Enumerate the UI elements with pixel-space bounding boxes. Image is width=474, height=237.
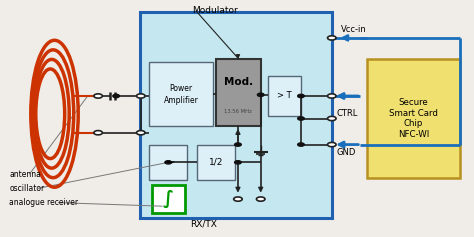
Text: Mod.: Mod. [224,77,253,87]
Bar [149,62,213,126]
Circle shape [234,197,242,201]
Circle shape [94,131,102,135]
Text: antenna: antenna [9,170,41,179]
Bar [197,145,235,180]
Circle shape [328,36,336,40]
Text: analogue receiver: analogue receiver [9,198,79,207]
Text: Modulator: Modulator [192,6,238,15]
Bar [268,76,301,116]
Text: CTRL: CTRL [337,109,358,118]
Text: oscillator: oscillator [9,184,45,193]
Bar [140,12,332,218]
Circle shape [256,197,265,201]
Circle shape [165,161,172,164]
Circle shape [328,116,336,121]
Text: GND: GND [337,148,356,157]
Text: 1/2: 1/2 [209,158,223,167]
Bar [367,59,460,178]
Circle shape [235,161,241,164]
Text: Amplifier: Amplifier [164,96,199,105]
Text: Power: Power [170,84,193,93]
Circle shape [113,94,119,98]
Text: ∫: ∫ [163,190,174,208]
Text: ~: ~ [162,155,174,170]
Text: Vcc-in: Vcc-in [341,25,367,34]
Circle shape [235,143,241,146]
Circle shape [298,117,304,120]
Circle shape [298,94,304,98]
Circle shape [94,94,102,98]
Text: RX/TX: RX/TX [191,220,217,229]
Text: > T: > T [277,91,292,100]
Bar [216,59,261,126]
Circle shape [328,94,336,98]
Circle shape [298,143,304,146]
Circle shape [137,131,145,135]
Circle shape [328,142,336,147]
Circle shape [257,93,264,96]
Text: Secure
Smart Card
Chip
NFC-WI: Secure Smart Card Chip NFC-WI [389,98,438,139]
Text: 13.56 MHz: 13.56 MHz [224,109,252,114]
Circle shape [137,94,145,98]
Bar [149,145,187,180]
Bar [152,185,185,213]
